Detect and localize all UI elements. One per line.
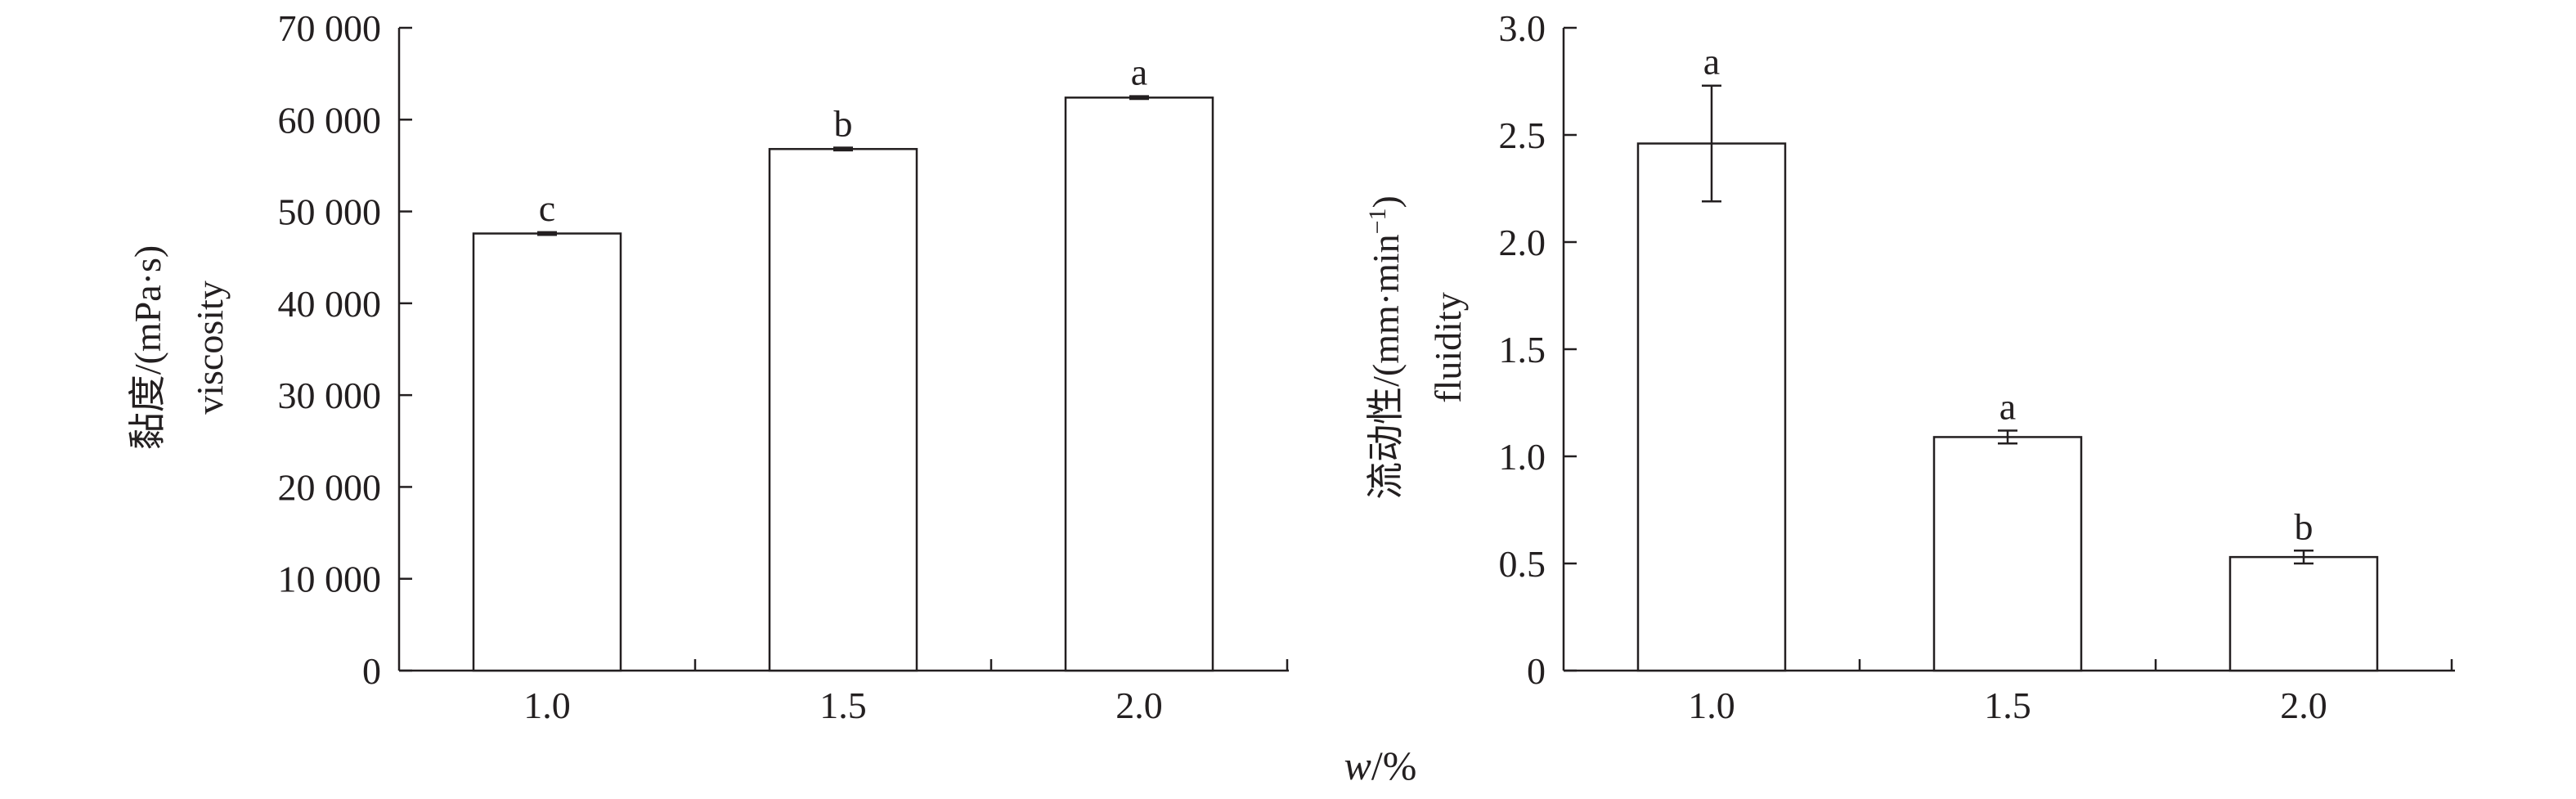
significance-letter: a bbox=[1131, 52, 1147, 93]
bar-1.0 bbox=[1636, 142, 1787, 672]
y-tick-label: 20 000 bbox=[278, 466, 382, 508]
y-axis-title-en: viscosity bbox=[189, 281, 231, 415]
significance-letter: b bbox=[2295, 505, 2313, 547]
bar-1.0 bbox=[472, 232, 622, 672]
y-axis-title-close: ) bbox=[1365, 195, 1407, 208]
fluidity-chart: 0 0.5 1.0 1.5 2.0 2.5 3.0 a 1.0 a 1.5 b 2.0 流动性/(mm·m… bbox=[1364, 7, 2455, 726]
y-axis-title-cn-text: 流动性/(mm·min bbox=[1365, 234, 1407, 500]
y-tick-label: 10 000 bbox=[278, 559, 382, 600]
viscosity-chart: 0 10 000 20 000 30 000 40 000 50 000 60 000 70 … bbox=[127, 7, 1289, 726]
y-tick-label: 50 000 bbox=[278, 191, 382, 233]
y-tick-label: 1.0 bbox=[1499, 436, 1546, 478]
y-tick-label: 1.5 bbox=[1499, 329, 1546, 370]
y-axis-title-en: fluidity bbox=[1427, 292, 1469, 402]
y-tick-label: 0.5 bbox=[1499, 543, 1546, 585]
shared-x-axis-title-italic: w bbox=[1344, 743, 1371, 788]
y-tick-label: 0 bbox=[1527, 650, 1546, 692]
y-tick-label: 3.0 bbox=[1499, 7, 1546, 49]
shared-x-axis-title-unit: /% bbox=[1371, 743, 1417, 788]
y-tick-label: 30 000 bbox=[278, 375, 382, 416]
shared-x-axis-title: w/% bbox=[1344, 743, 1417, 788]
bar-1.5 bbox=[1932, 436, 2083, 672]
significance-letter: c bbox=[539, 187, 555, 229]
significance-letter: a bbox=[1999, 386, 2016, 428]
x-tick-label: 2.0 bbox=[1115, 685, 1163, 726]
bar-2.0 bbox=[1064, 97, 1214, 672]
y-axis-title-cn: 流动性/(mm·min−1) bbox=[1364, 195, 1407, 500]
x-tick-label: 1.5 bbox=[1984, 685, 2031, 726]
y-tick-label: 40 000 bbox=[278, 283, 382, 325]
significance-letter: a bbox=[1703, 41, 1720, 83]
y-axis-title-superscript: −1 bbox=[1364, 208, 1391, 234]
y-axis-title-cn: 黏度/(mPa·s) bbox=[127, 245, 168, 450]
y-tick-label: 60 000 bbox=[278, 99, 382, 141]
significance-letter: b bbox=[834, 103, 853, 145]
x-tick-label: 1.0 bbox=[523, 685, 571, 726]
bar-1.5 bbox=[768, 147, 918, 672]
y-tick-label: 0 bbox=[362, 650, 381, 692]
x-tick-label: 2.0 bbox=[2280, 685, 2327, 726]
y-tick-label: 70 000 bbox=[278, 7, 382, 49]
y-tick-label: 2.0 bbox=[1499, 222, 1546, 263]
bar-2.0 bbox=[2228, 555, 2379, 672]
x-tick-label: 1.0 bbox=[1688, 685, 1735, 726]
x-tick-label: 1.5 bbox=[819, 685, 867, 726]
y-tick-label: 2.5 bbox=[1499, 114, 1546, 156]
y-axis-title-cn-text: 黏度/(mPa·s) bbox=[127, 245, 168, 450]
